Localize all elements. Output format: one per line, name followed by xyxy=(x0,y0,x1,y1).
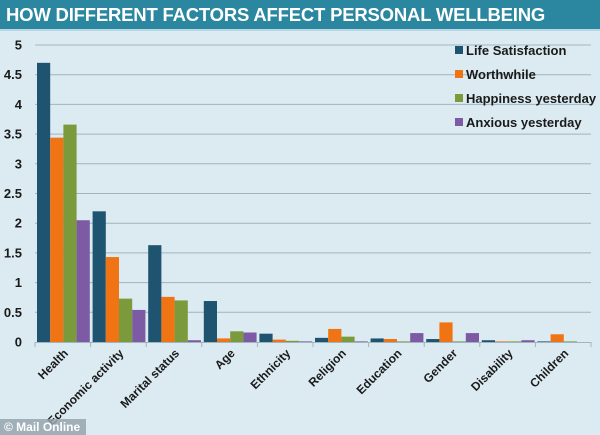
y-tick-label: 0 xyxy=(15,335,22,350)
bar-group xyxy=(92,211,146,342)
legend-item: Life Satisfaction xyxy=(455,43,566,58)
x-tick-label: Ethnicity xyxy=(248,346,294,392)
bar xyxy=(76,220,90,342)
legend-swatch xyxy=(455,118,463,126)
bar xyxy=(243,332,257,342)
x-tick-label: Age xyxy=(212,346,238,372)
bar xyxy=(550,334,564,342)
x-tick-label: Children xyxy=(527,346,571,390)
legend-label: Life Satisfaction xyxy=(466,43,566,58)
legend-swatch xyxy=(455,94,463,102)
bar xyxy=(259,333,273,342)
bar xyxy=(439,322,453,342)
y-axis-ticks: 0 0.5 1 1.5 2 2.5 3 3.5 4 4.5 5 xyxy=(4,38,23,350)
bar xyxy=(328,328,342,342)
bar xyxy=(203,301,217,342)
legend-label: Anxious yesterday xyxy=(466,115,582,130)
y-tick-label: 1.5 xyxy=(4,245,22,260)
y-tick-label: 3.5 xyxy=(4,127,22,142)
bar xyxy=(50,137,64,342)
credit-watermark: © Mail Online xyxy=(0,419,86,435)
bar xyxy=(299,341,313,342)
bar xyxy=(537,341,551,342)
bar-group xyxy=(426,322,479,342)
bar xyxy=(272,339,286,342)
bar xyxy=(370,338,384,342)
bars xyxy=(37,62,577,342)
bar xyxy=(341,336,355,342)
y-tick-label: 4 xyxy=(15,97,23,112)
bar xyxy=(521,340,535,342)
legend-item: Happiness yesterday xyxy=(455,91,597,106)
bar-group xyxy=(203,301,257,342)
bar-group xyxy=(537,334,577,342)
bar xyxy=(508,341,522,342)
bar xyxy=(481,340,495,342)
bar xyxy=(174,300,188,342)
bar xyxy=(132,309,146,342)
legend-swatch xyxy=(455,46,463,54)
bar xyxy=(63,124,77,342)
bar-group xyxy=(148,245,201,342)
bar xyxy=(217,338,231,342)
bar-group xyxy=(315,328,368,342)
title-bar: HOW DIFFERENT FACTORS AFFECT PERSONAL WE… xyxy=(0,0,600,31)
bar-group xyxy=(37,62,90,342)
x-tick-label: Disability xyxy=(468,346,516,394)
bar xyxy=(426,339,440,342)
legend-swatch xyxy=(455,70,463,78)
bar xyxy=(187,340,201,342)
bar xyxy=(452,341,466,342)
legend-label: Happiness yesterday xyxy=(466,91,597,106)
bar xyxy=(105,257,119,342)
y-tick-label: 0.5 xyxy=(4,305,22,320)
y-tick-label: 3 xyxy=(15,156,22,171)
x-tick-label: Education xyxy=(354,346,405,397)
bar xyxy=(315,337,329,342)
bar-group xyxy=(370,333,424,342)
bar xyxy=(37,62,51,342)
bar xyxy=(383,339,397,342)
x-tick-label: Marital status xyxy=(118,346,183,411)
chart-title: HOW DIFFERENT FACTORS AFFECT PERSONAL WE… xyxy=(6,4,546,25)
bar xyxy=(161,296,175,342)
x-tick-label: Health xyxy=(35,346,71,382)
bar xyxy=(119,298,133,342)
legend: Life Satisfaction Worthwhile Happiness yes… xyxy=(455,43,597,130)
bar xyxy=(397,341,411,342)
y-tick-label: 2 xyxy=(15,216,22,231)
bar xyxy=(285,340,299,342)
bar-group xyxy=(481,340,535,342)
bar xyxy=(563,341,577,342)
bar-group xyxy=(259,333,313,342)
legend-item: Anxious yesterday xyxy=(455,115,582,130)
bar xyxy=(410,333,424,342)
bar xyxy=(495,341,509,342)
bar xyxy=(230,331,244,342)
x-tick-label: Religion xyxy=(306,346,349,389)
y-tick-label: 4.5 xyxy=(4,67,22,82)
bar xyxy=(465,333,479,342)
y-tick-label: 2.5 xyxy=(4,186,22,201)
bar xyxy=(354,341,368,342)
y-tick-label: 1 xyxy=(15,275,22,290)
bar xyxy=(92,211,106,342)
x-axis xyxy=(34,342,592,347)
x-tick-label: Gender xyxy=(421,346,461,386)
legend-label: Worthwhile xyxy=(466,67,536,82)
bar xyxy=(148,245,162,342)
legend-item: Worthwhile xyxy=(455,67,536,82)
y-tick-label: 5 xyxy=(15,38,22,53)
